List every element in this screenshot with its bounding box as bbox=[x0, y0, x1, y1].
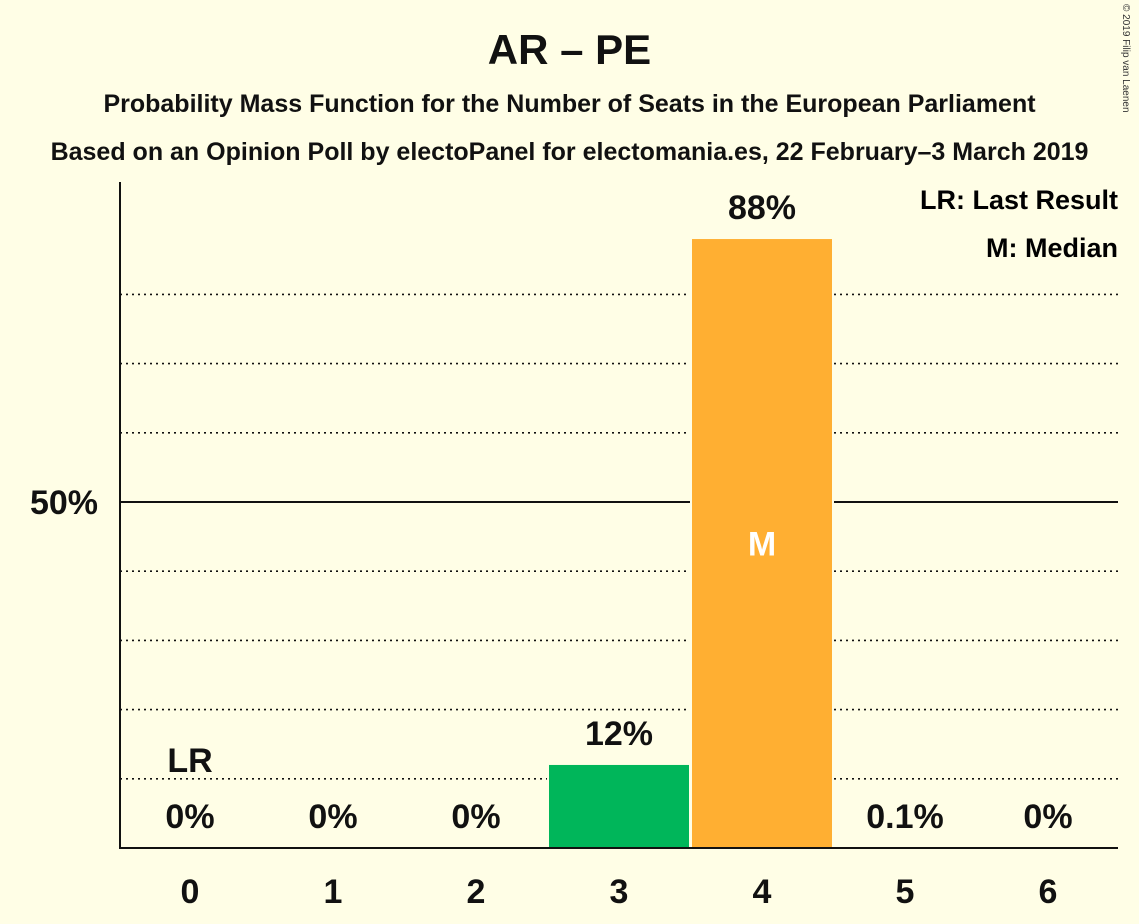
value-label-4: 88% bbox=[728, 189, 796, 227]
legend-last-result: LR: Last Result bbox=[920, 185, 1118, 215]
value-label-6: 0% bbox=[1023, 798, 1072, 836]
gridlines bbox=[120, 293, 1118, 780]
value-label-2: 0% bbox=[451, 798, 500, 836]
median-marker: M bbox=[748, 526, 776, 564]
value-label-5: 0.1% bbox=[866, 798, 944, 836]
last-result-marker: LR bbox=[167, 742, 212, 780]
chart-title: AR – PE bbox=[487, 26, 652, 73]
chart-subtitle-2: Based on an Opinion Poll by electoPanel … bbox=[50, 138, 1089, 166]
x-tick-label-1: 1 bbox=[324, 873, 343, 911]
x-tick-label-5: 5 bbox=[896, 873, 915, 911]
value-label-3: 12% bbox=[585, 715, 653, 753]
x-tick-label-4: 4 bbox=[753, 873, 772, 911]
axes: 50% 0 1 2 3 4 5 6 bbox=[30, 182, 1118, 911]
chart-subtitle-1: Probability Mass Function for the Number… bbox=[103, 90, 1036, 118]
bar-3 bbox=[549, 764, 689, 848]
bars bbox=[547, 239, 977, 849]
x-tick-label-6: 6 bbox=[1039, 873, 1058, 911]
value-label-1: 0% bbox=[308, 798, 357, 836]
bar-labels: 0% 0% 0% 12% 88% 0.1% 0% M LR bbox=[165, 189, 1072, 836]
bar-4 bbox=[692, 239, 832, 849]
legend-median: M: Median bbox=[986, 233, 1118, 263]
y-tick-label: 50% bbox=[30, 484, 98, 522]
x-tick-label-2: 2 bbox=[467, 873, 486, 911]
x-tick-label-0: 0 bbox=[181, 873, 200, 911]
value-label-0: 0% bbox=[165, 798, 214, 836]
x-tick-label-3: 3 bbox=[610, 873, 629, 911]
